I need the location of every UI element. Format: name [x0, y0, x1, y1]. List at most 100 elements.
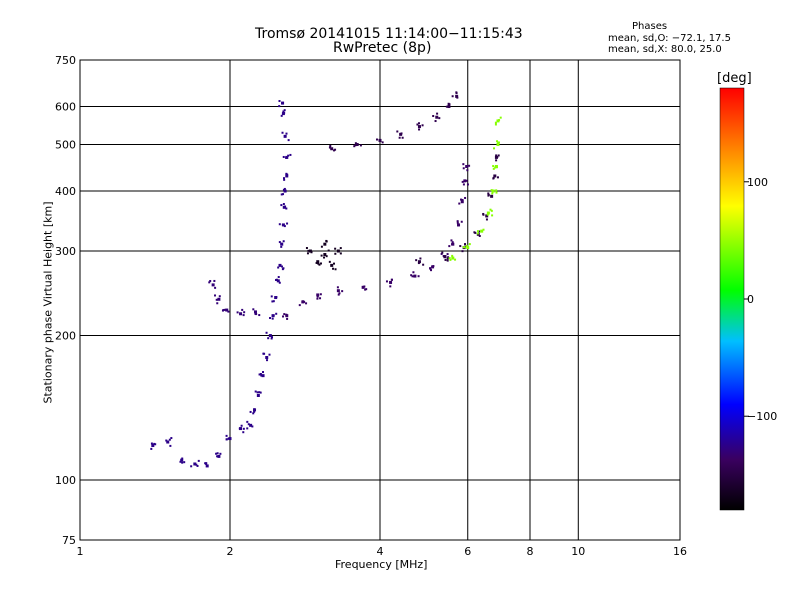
echo-point — [271, 317, 274, 320]
echo-point — [249, 423, 253, 427]
echo-point — [267, 337, 270, 340]
echo-point — [278, 223, 281, 226]
echo-point — [375, 138, 378, 141]
echo-point — [278, 281, 281, 284]
echo-point — [493, 147, 496, 150]
echo-point — [455, 91, 458, 94]
echo-point — [332, 262, 335, 265]
echo-point — [328, 146, 331, 149]
echo-point — [205, 464, 208, 467]
y-tick-label: 200 — [55, 330, 76, 343]
echo-point — [246, 427, 249, 430]
colorbar-tick-label: −100 — [747, 410, 777, 423]
echo-point — [429, 267, 432, 270]
echo-point — [468, 243, 471, 246]
echo-point — [498, 119, 501, 122]
echo-point — [334, 247, 337, 250]
echo-point — [434, 120, 437, 123]
echo-point — [359, 144, 362, 147]
echo-point — [487, 194, 490, 197]
ticks: 1 2 4 6 8 10 16 75 100 200 300 400 500 600 750 — [55, 54, 687, 558]
colorbar-tick-label: 100 — [747, 176, 768, 189]
echo-point — [285, 207, 288, 210]
echo-point — [362, 285, 365, 288]
echo-point — [256, 391, 259, 394]
echo-point — [275, 312, 278, 315]
echo-point — [448, 245, 451, 248]
echo-point — [319, 262, 322, 265]
echo-point — [396, 130, 399, 133]
echo-point — [486, 213, 489, 216]
echo-point — [225, 308, 229, 312]
phases-legend-title: Phases — [632, 21, 668, 32]
echo-point — [258, 391, 261, 394]
echo-point — [339, 252, 342, 255]
echo-point — [455, 94, 459, 98]
echo-point — [272, 314, 275, 317]
echo-point — [496, 119, 500, 123]
echo-point — [276, 279, 280, 283]
echo-point — [285, 313, 288, 316]
echo-point — [316, 295, 319, 298]
echo-point — [221, 309, 224, 312]
echo-point — [280, 245, 283, 248]
echo-point — [492, 167, 495, 170]
echo-point — [336, 286, 339, 289]
echo-point — [389, 285, 392, 288]
echo-point — [305, 302, 308, 305]
echo-point — [462, 167, 465, 170]
echo-point — [280, 204, 283, 207]
y-tick-label: 100 — [55, 474, 76, 487]
echo-point — [451, 243, 454, 246]
echo-point — [282, 203, 285, 206]
echo-point — [460, 220, 463, 223]
echo-point — [316, 293, 320, 297]
echo-point — [333, 149, 336, 152]
echo-point — [268, 353, 271, 356]
echo-point — [495, 191, 498, 194]
x-tick-label: 6 — [464, 545, 471, 558]
colorbar-label: [deg] — [717, 71, 752, 86]
echo-point — [460, 198, 463, 201]
echo-point — [252, 412, 255, 415]
echo-point — [496, 140, 499, 143]
echo-point — [308, 249, 312, 253]
echo-point — [496, 176, 499, 179]
colorbar-tick-label: 0 — [747, 293, 754, 306]
echo-point — [319, 293, 322, 296]
x-tick-label: 4 — [377, 545, 384, 558]
echo-point — [476, 230, 479, 233]
echo-point — [401, 136, 404, 139]
echo-point — [170, 437, 173, 440]
echo-point — [285, 156, 288, 159]
echo-point — [491, 214, 494, 217]
echo-point — [323, 243, 326, 246]
echo-point — [227, 437, 230, 440]
echo-point — [241, 308, 244, 311]
echo-point — [280, 193, 283, 196]
echo-point — [448, 257, 451, 260]
echo-point — [454, 258, 457, 261]
echo-point — [444, 258, 447, 261]
echo-point — [440, 252, 443, 255]
echo-point — [281, 102, 284, 105]
echo-point — [456, 96, 459, 99]
phases-legend-x: mean, sd,X: 80.0, 25.0 — [608, 44, 722, 55]
echo-point — [277, 276, 280, 279]
echo-point — [443, 255, 447, 259]
echo-point — [482, 228, 485, 231]
echo-point — [323, 256, 326, 259]
echo-point — [398, 136, 401, 139]
echo-point — [242, 314, 245, 317]
echo-point — [265, 355, 269, 359]
echo-point — [316, 297, 319, 300]
echo-point — [457, 224, 460, 227]
echo-point — [204, 462, 207, 465]
echo-point — [465, 164, 469, 168]
echo-point — [280, 114, 283, 117]
echo-point — [278, 241, 281, 244]
echo-point — [265, 331, 268, 334]
echo-point — [286, 317, 289, 320]
x-tick-label: 1 — [77, 545, 84, 558]
echo-point — [497, 154, 500, 157]
